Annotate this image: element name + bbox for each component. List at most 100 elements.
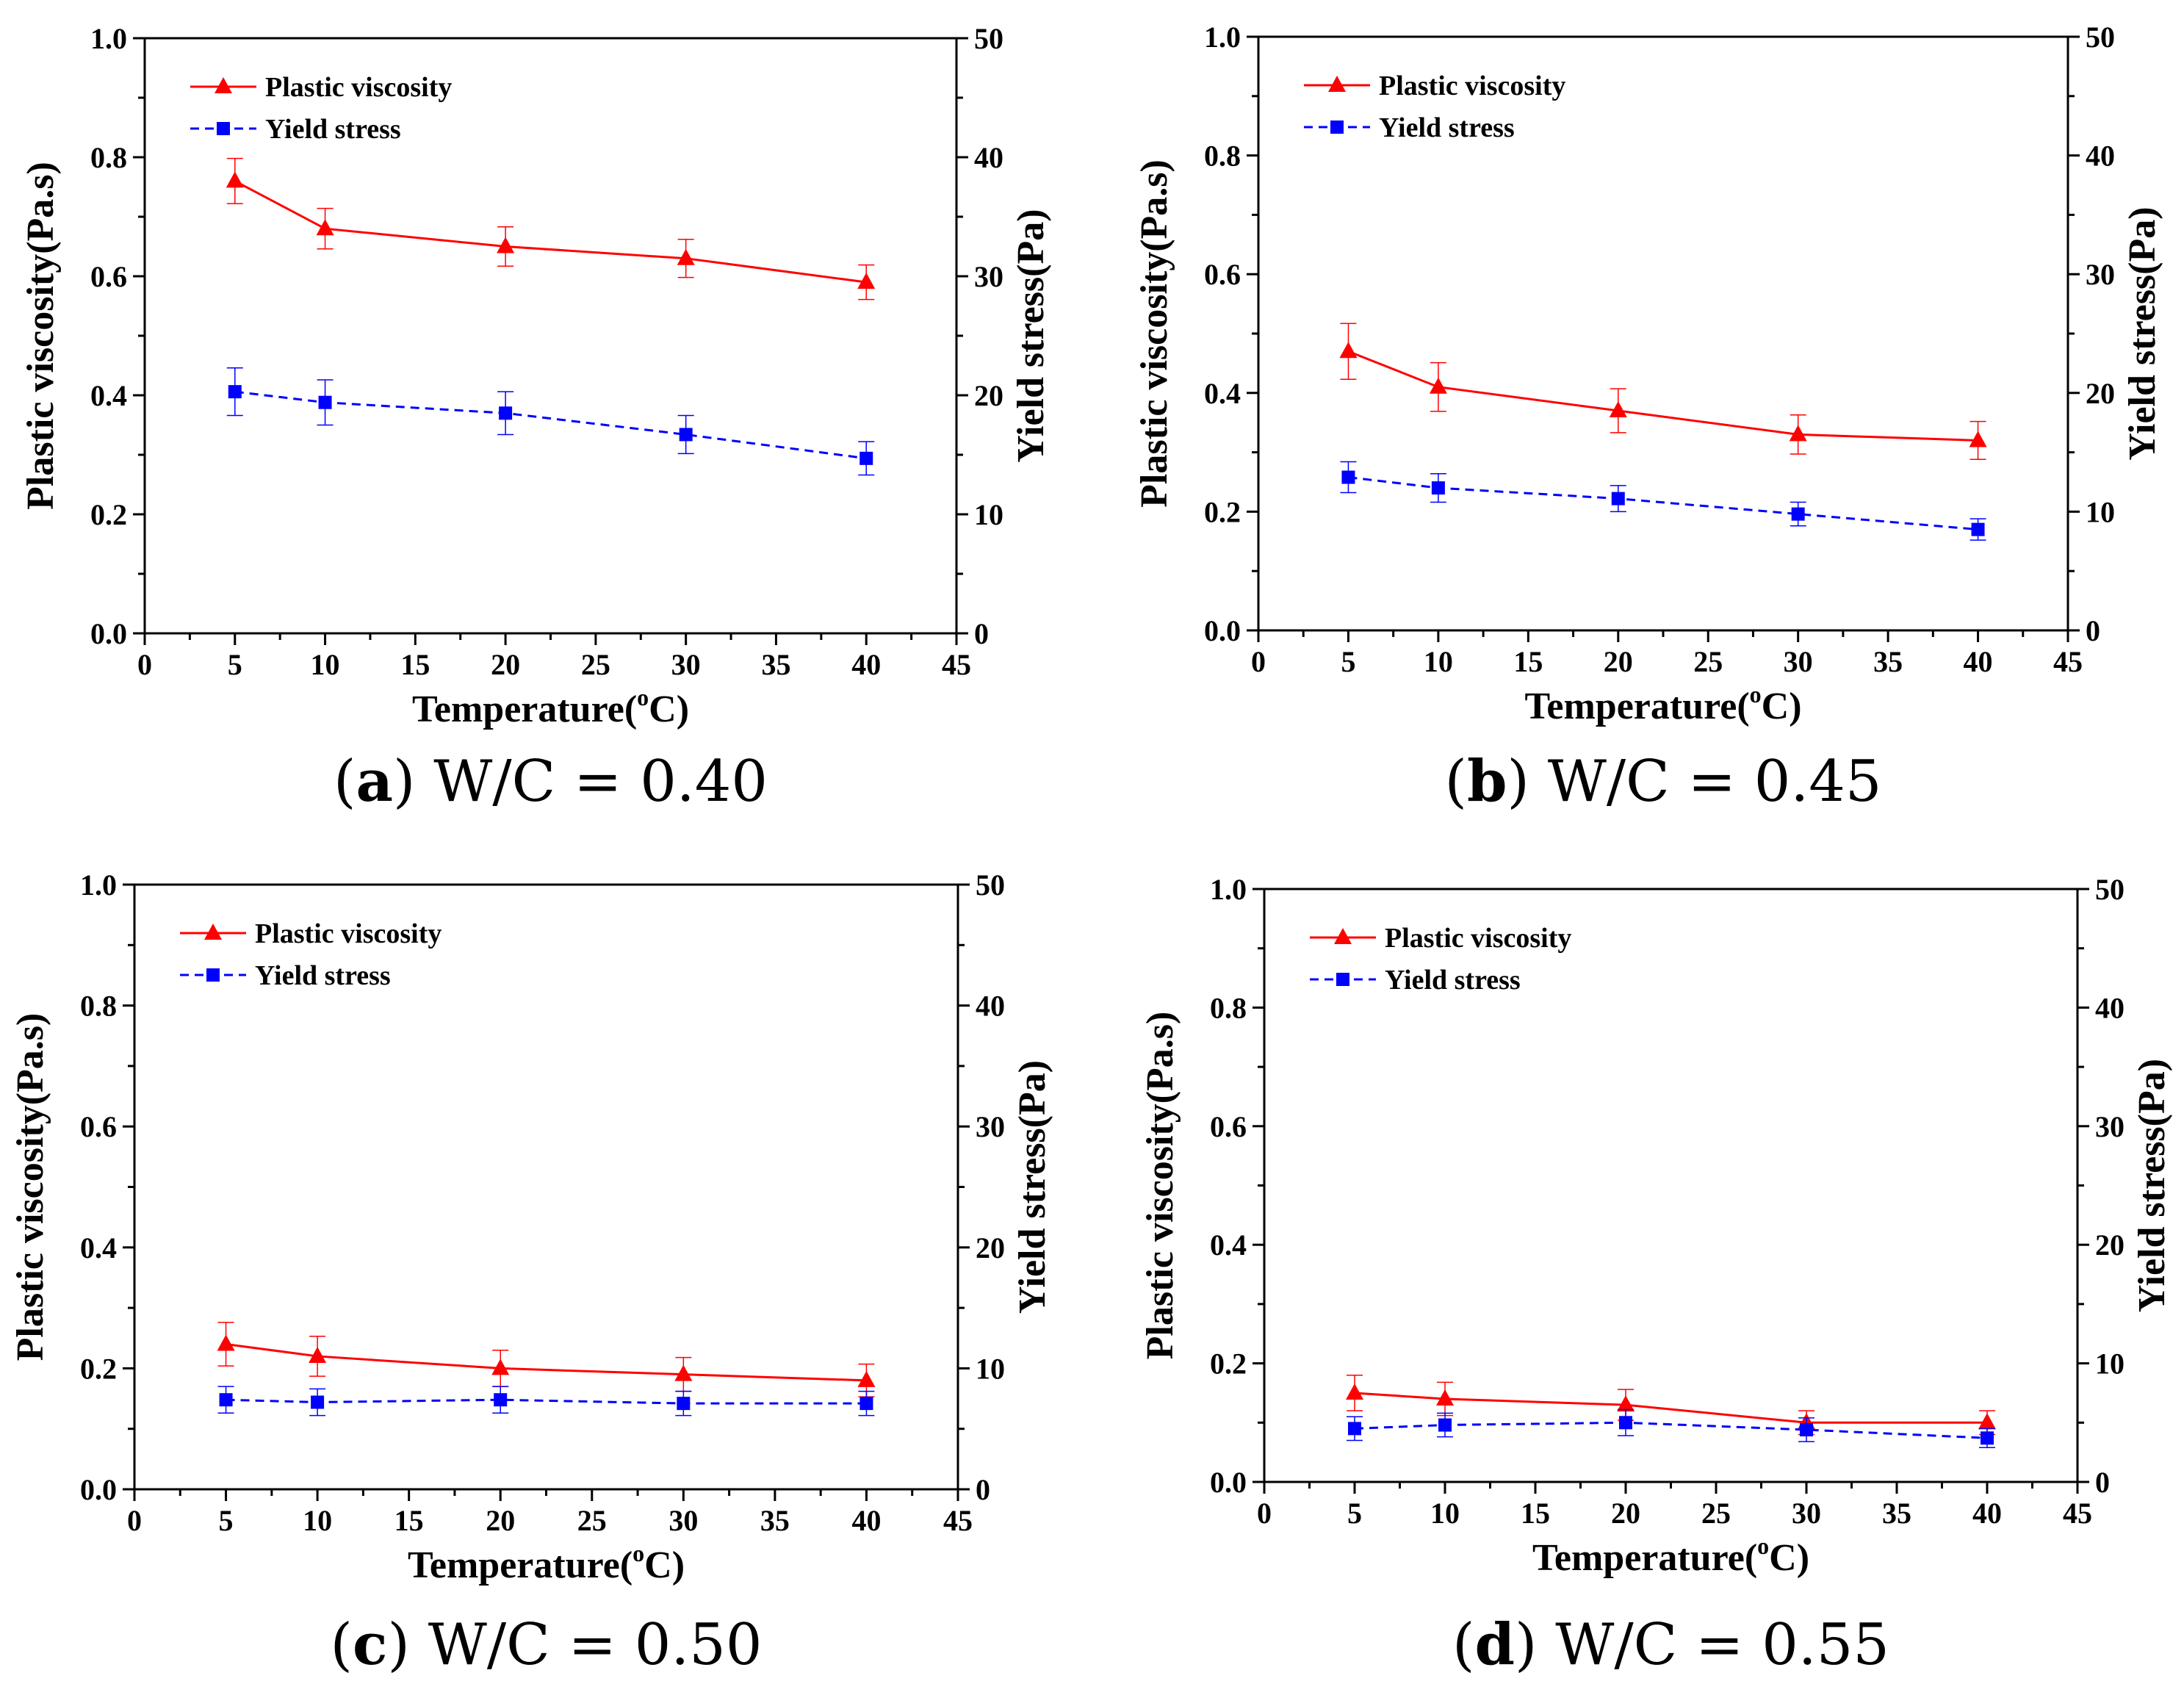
y-left-axis-title: Plastic viscosity(Pa.s) (20, 162, 62, 510)
y-left-tick: 0.8 (1210, 947, 1264, 1024)
series-line (1347, 350, 1978, 442)
y-right-tick: 50 (2077, 873, 2124, 906)
data-point (316, 219, 334, 236)
data-point (1981, 1431, 1994, 1445)
data-point (497, 237, 515, 253)
x-tick: 20 (491, 633, 552, 681)
y-right-tick: 30 (2068, 213, 2115, 291)
y-right-tick-label: 30 (2095, 1110, 2124, 1143)
y-left-tick-label: 0.4 (90, 379, 127, 412)
x-tick-label: 15 (1521, 1497, 1550, 1530)
chart-panel-a: 0 5 10 15 20 25 30 35 40 45 0.0 0.2 0.4 0.6 0.8 1.0 0 10 2… (20, 22, 1052, 815)
x-tick: 20 (1611, 1482, 1672, 1530)
y-right-tick: 30 (958, 1065, 1005, 1143)
x-tick-label: 30 (1792, 1497, 1821, 1530)
y-right-tick-label: 0 (976, 1473, 990, 1506)
x-tick-label: 40 (851, 648, 881, 681)
caption-letter: c (353, 1611, 388, 1678)
legend-marker (1336, 973, 1349, 986)
series-plastic-viscosity (217, 1322, 876, 1397)
y-right-tick-label: 0 (2086, 614, 2100, 647)
data-point (1436, 1389, 1454, 1406)
x-tick-label: 45 (942, 648, 971, 681)
y-left-tick: 0.2 (90, 453, 145, 531)
x-axis-title-superscript: o (637, 684, 649, 710)
y-left-tick: 0.6 (80, 1065, 134, 1143)
y-left-tick: 0.0 (90, 572, 145, 650)
y-right-tick: 0 (2077, 1421, 2110, 1499)
series-yield-stress (1347, 1408, 1995, 1448)
y-right-tick-label: 0 (2095, 1466, 2110, 1499)
x-tick: 45 (2053, 630, 2083, 678)
y-right-tick-label: 30 (974, 260, 1003, 293)
x-tick-label: 10 (1430, 1497, 1460, 1530)
data-point (679, 428, 693, 442)
x-tick: 30 (668, 1489, 731, 1537)
x-tick-label: 20 (1611, 1497, 1640, 1530)
x-tick-label: 35 (1873, 645, 1903, 678)
caption-open-paren: ( (334, 749, 356, 815)
y-left-tick: 0.2 (1204, 451, 1258, 528)
x-axis-title-text: Temperature( (1532, 1537, 1757, 1579)
y-left-tick-label: 0.8 (80, 990, 117, 1023)
x-tick: 5 (219, 1489, 273, 1537)
x-axis-title-unit: C) (1762, 685, 1802, 727)
y-right-tick-label: 20 (976, 1231, 1005, 1264)
caption-letter: b (1467, 748, 1507, 815)
legend-label: Yield stress (255, 960, 391, 991)
y-left-tick: 0.4 (90, 334, 145, 412)
data-point (1619, 1416, 1632, 1430)
x-tick: 5 (228, 633, 281, 681)
x-tick: 25 (577, 1489, 639, 1537)
y-left-tick-label: 0.8 (90, 141, 127, 174)
legend-label: Yield stress (1385, 965, 1521, 996)
x-tick-label: 25 (1701, 1497, 1731, 1530)
y-left-axis-title: Plastic viscosity(Pa.s) (1134, 159, 1175, 508)
y-right-tick: 40 (2077, 947, 2124, 1024)
data-point (1438, 1418, 1452, 1432)
y-left-tick-label: 0.0 (90, 617, 127, 650)
series-plastic-viscosity (1346, 1374, 1996, 1436)
data-point (1429, 377, 1447, 394)
x-tick: 15 (1521, 1482, 1582, 1530)
data-point (1800, 1422, 1813, 1436)
legend: Plastic viscosity Yield stress (1304, 71, 1565, 143)
x-tick-label: 45 (2053, 645, 2083, 678)
data-point (491, 1358, 510, 1375)
y-right-tick: 0 (958, 1428, 990, 1506)
y-left-tick: 0.8 (90, 96, 145, 174)
data-point (228, 385, 242, 399)
x-tick-label: 0 (137, 648, 152, 681)
legend-marker (206, 968, 220, 982)
data-point (677, 1397, 691, 1411)
y-left-tick-label: 0.6 (1210, 1110, 1247, 1143)
x-tick-label: 20 (1604, 645, 1633, 678)
x-tick-label: 0 (1251, 645, 1266, 678)
data-point (1341, 470, 1355, 484)
x-tick-label: 35 (761, 648, 790, 681)
x-tick: 35 (1873, 630, 1934, 678)
legend-marker (215, 77, 232, 93)
y-left-tick-label: 0.0 (1210, 1466, 1247, 1499)
x-tick: 45 (943, 1489, 973, 1537)
x-tick: 25 (581, 633, 642, 681)
legend-item-plastic-viscosity: Plastic viscosity (1310, 923, 1571, 954)
y-right-tick: 0 (956, 572, 989, 650)
y-right-tick: 10 (2077, 1303, 2124, 1381)
y-right-tick-label: 30 (2086, 258, 2115, 291)
y-left-tick: 0.8 (80, 943, 134, 1023)
chart-panel-c: 0 5 10 15 20 25 30 35 40 45 0.0 0.2 0.4 0.6 0.8 1.0 0 10 2… (10, 868, 1053, 1678)
x-tick: 20 (1604, 630, 1665, 678)
panel-caption: (c) W/C = 0.50 (331, 1611, 763, 1678)
y-right-axis-title: Yield stress(Pa) (2122, 206, 2163, 460)
caption-text: W/C = 0.40 (433, 749, 768, 815)
y-right-tick-label: 40 (2095, 991, 2124, 1024)
legend-marker (217, 122, 230, 135)
x-tick-label: 15 (394, 1504, 424, 1537)
y-right-axis-title: Yield stress(Pa) (2131, 1059, 2173, 1312)
x-tick: 30 (1792, 1482, 1853, 1530)
x-tick: 10 (1424, 630, 1485, 678)
caption-letter: d (1474, 1611, 1515, 1678)
y-left-tick-label: 0.4 (80, 1231, 117, 1264)
